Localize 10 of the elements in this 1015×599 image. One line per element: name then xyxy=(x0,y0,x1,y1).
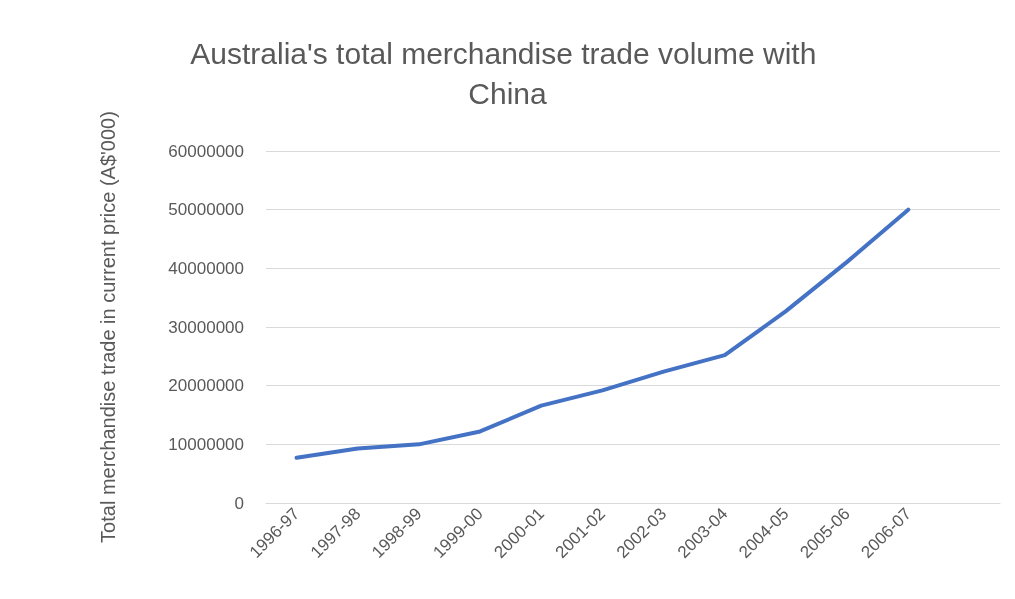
y-tick-label: 0 xyxy=(234,493,244,513)
chart-title: Australia's total merchandise trade volume with China xyxy=(190,36,825,110)
y-tick-label: 40000000 xyxy=(168,258,244,278)
y-axis-title: Total merchandise trade in current price (A$'000) xyxy=(97,111,119,543)
y-tick-label: 20000000 xyxy=(168,376,244,396)
y-tick-label: 50000000 xyxy=(168,200,244,220)
y-tick-label: 10000000 xyxy=(168,434,244,454)
line-series xyxy=(294,207,911,460)
y-tick-label: 30000000 xyxy=(168,317,244,337)
y-tick-label: 60000000 xyxy=(168,141,244,161)
